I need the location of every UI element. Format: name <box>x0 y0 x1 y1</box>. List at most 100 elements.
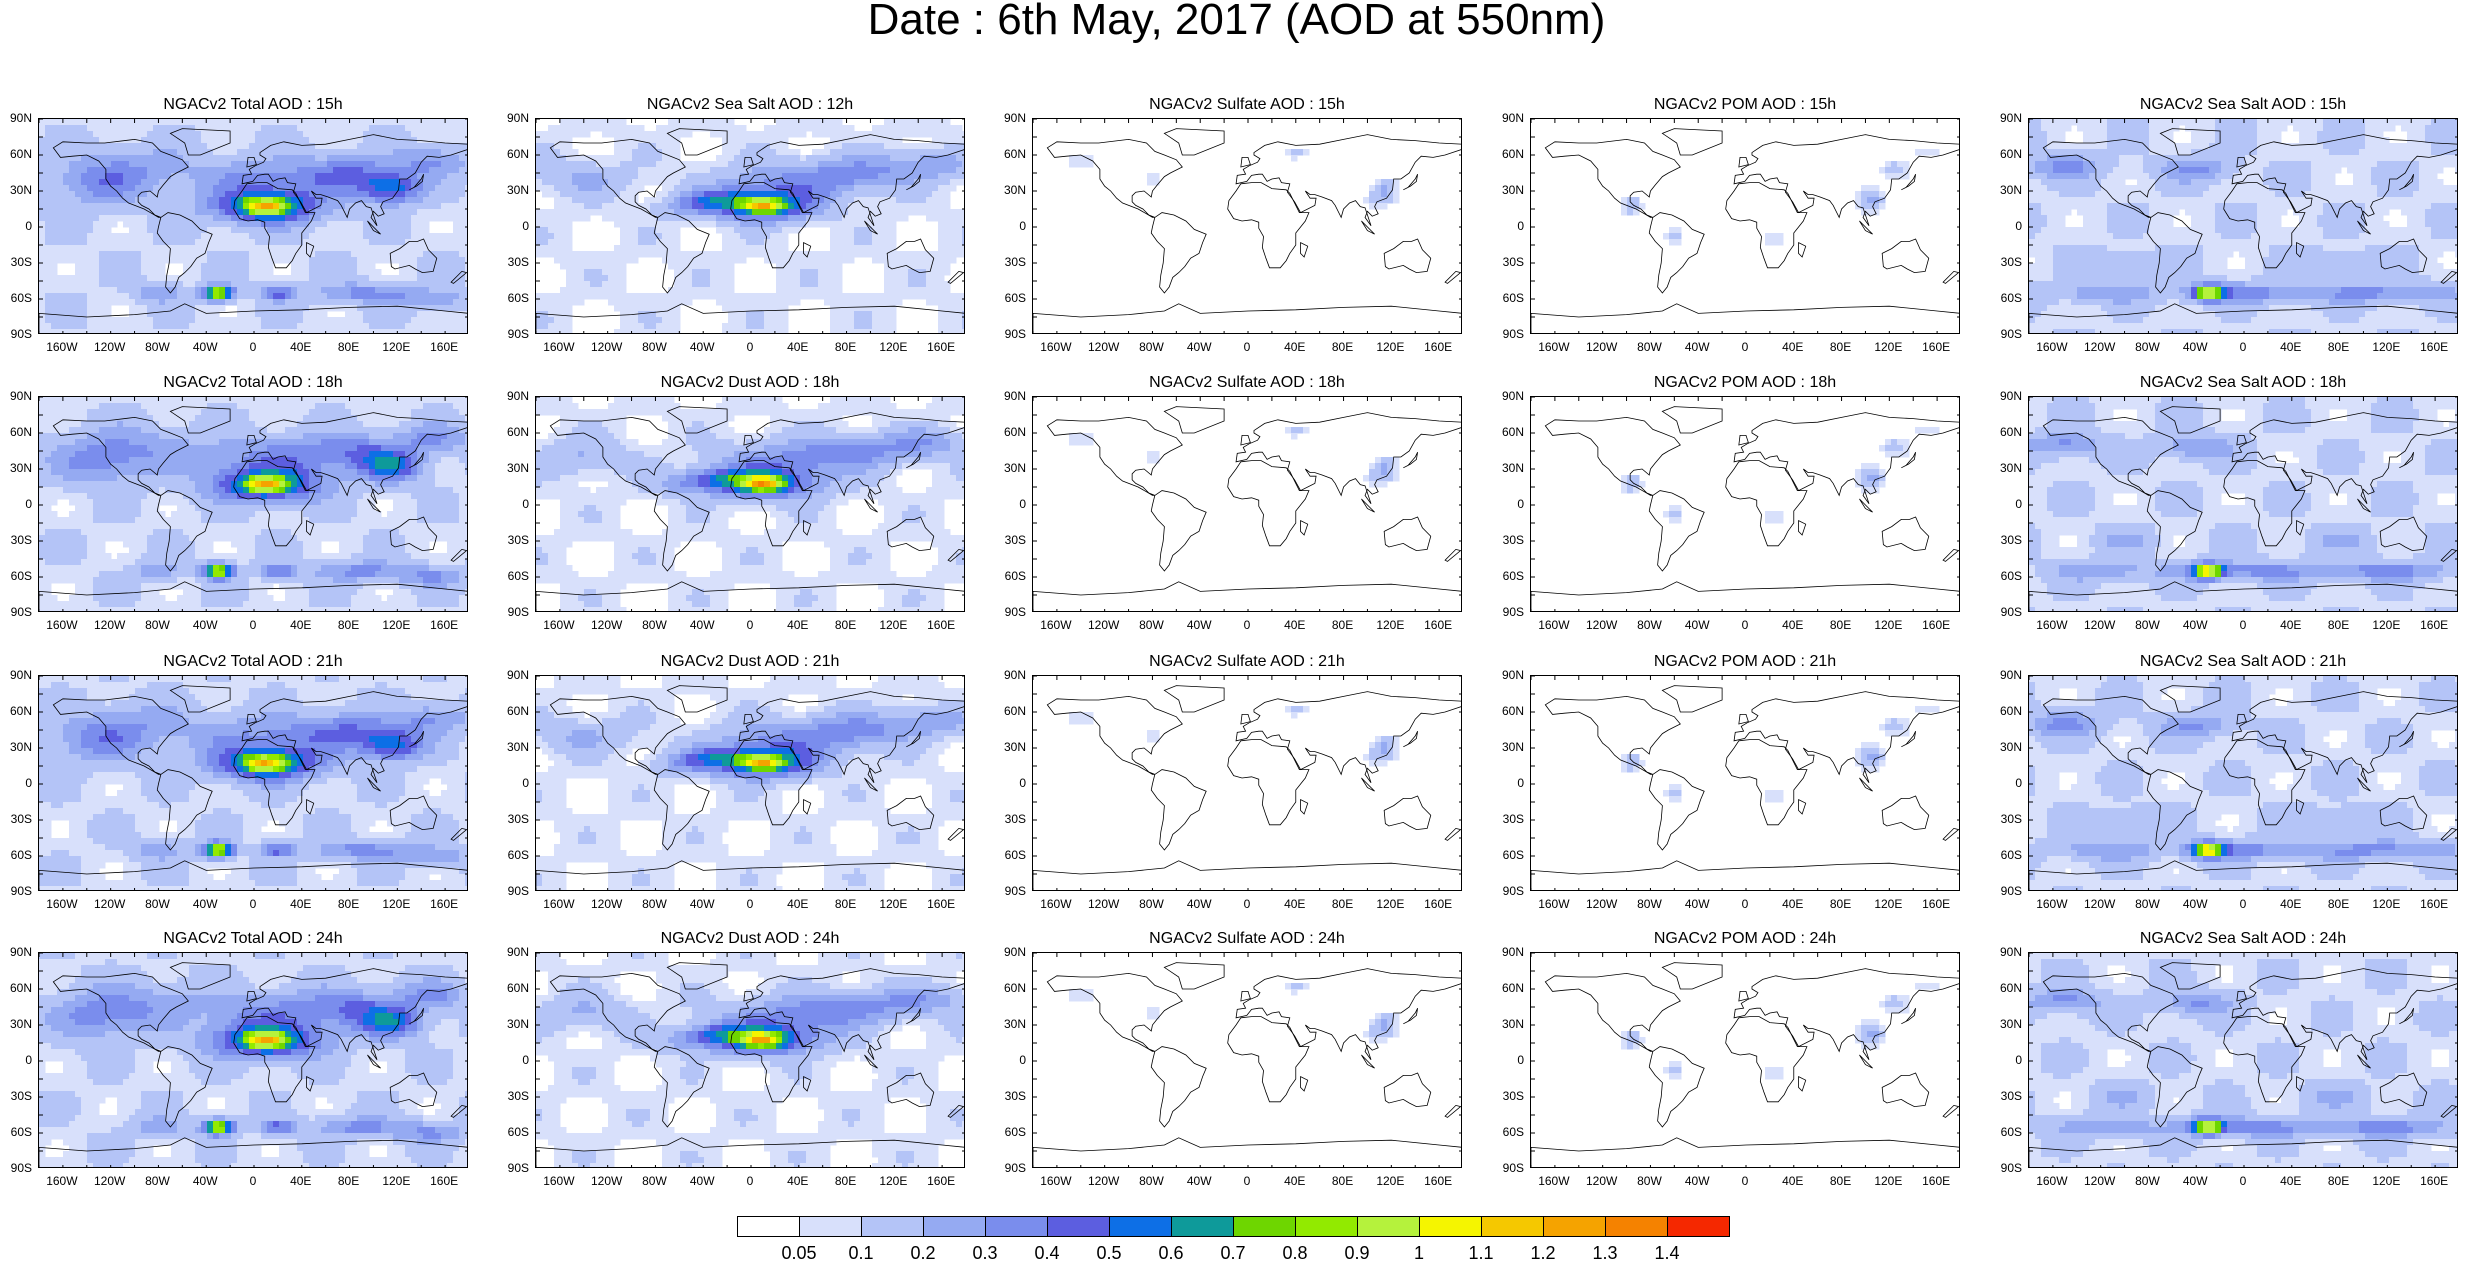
lon-tick-label: 120E <box>873 618 913 632</box>
lat-tick-label: 60N <box>1494 705 1524 717</box>
coastlines <box>1531 407 1960 612</box>
aod-field <box>536 953 965 1168</box>
lat-tick-label: 30N <box>499 462 529 474</box>
lon-tick-label: 80W <box>2127 1174 2167 1188</box>
aod-map <box>2029 397 2458 612</box>
lon-tick-label: 120W <box>1582 618 1622 632</box>
lon-tick-label: 0 <box>1227 1174 1267 1188</box>
lat-tick-label: 60S <box>2 570 32 582</box>
lon-tick-label: 40W <box>1179 340 1219 354</box>
lon-tick-label: 160E <box>2414 340 2454 354</box>
map-frame <box>2028 675 2458 891</box>
lon-tick-label: 120W <box>1084 1174 1124 1188</box>
lon-tick-label: 80W <box>137 1174 177 1188</box>
lat-tick-label: 60S <box>2 1126 32 1138</box>
lat-tick-label: 30S <box>1992 534 2022 546</box>
lon-tick-label: 40W <box>1179 1174 1219 1188</box>
map-frame <box>1032 952 1462 1168</box>
map-frame <box>38 118 468 334</box>
lon-tick-label: 80W <box>1131 340 1171 354</box>
lat-tick-label: 90N <box>2 946 32 958</box>
lon-tick-label: 80E <box>826 897 866 911</box>
lon-tick-label: 120E <box>1868 897 1908 911</box>
lat-tick-label: 60S <box>996 1126 1026 1138</box>
axis-ticks <box>1531 953 1960 1168</box>
lat-tick-label: 60N <box>499 982 529 994</box>
lon-tick-label: 120W <box>2080 1174 2120 1188</box>
panel-title: NGACv2 Sea Salt AOD : 15h <box>2028 96 2458 114</box>
lon-tick-label: 120W <box>587 1174 627 1188</box>
colorbar-label: 0.8 <box>1275 1243 1315 1264</box>
lat-tick-label: 30S <box>1494 1090 1524 1102</box>
lat-tick-label: 30S <box>1494 256 1524 268</box>
lat-tick-label: 90N <box>499 112 529 124</box>
aod-map <box>536 397 965 612</box>
aod-map <box>39 953 468 1168</box>
axis-ticks <box>1531 397 1960 612</box>
lat-tick-label: 90S <box>1494 885 1524 897</box>
lat-tick-label: 60N <box>996 426 1026 438</box>
lat-tick-label: 90S <box>1494 1162 1524 1174</box>
lat-tick-label: 60N <box>996 148 1026 160</box>
lon-tick-label: 40E <box>2271 618 2311 632</box>
lon-tick-label: 80W <box>634 1174 674 1188</box>
axis-ticks <box>1033 953 1462 1168</box>
lon-tick-label: 40E <box>281 1174 321 1188</box>
lon-tick-label: 0 <box>1227 340 1267 354</box>
lon-tick-label: 0 <box>1725 1174 1765 1188</box>
lon-tick-label: 80E <box>1821 618 1861 632</box>
lon-tick-label: 80E <box>826 1174 866 1188</box>
colorbar-swatch <box>1109 1216 1172 1237</box>
lon-tick-label: 160W <box>1534 340 1574 354</box>
lon-tick-label: 160W <box>2032 897 2072 911</box>
lon-tick-label: 120E <box>2366 618 2406 632</box>
map-frame <box>1530 118 1960 334</box>
lon-tick-label: 80E <box>2319 897 2359 911</box>
lat-tick-label: 30N <box>1992 462 2022 474</box>
lon-tick-label: 160W <box>1036 340 1076 354</box>
colorbar-swatch <box>861 1216 924 1237</box>
lat-tick-label: 90N <box>996 390 1026 402</box>
lat-tick-label: 30S <box>499 813 529 825</box>
lat-tick-label: 90N <box>2 112 32 124</box>
lat-tick-label: 60N <box>1992 426 2022 438</box>
lon-tick-label: 80E <box>329 618 369 632</box>
lon-tick-label: 80E <box>1323 1174 1363 1188</box>
lon-tick-label: 0 <box>233 897 273 911</box>
lat-tick-label: 90N <box>1992 390 2022 402</box>
aod-map <box>1033 676 1462 891</box>
lon-tick-label: 120W <box>587 340 627 354</box>
map-frame <box>1032 118 1462 334</box>
lon-tick-label: 40W <box>1179 897 1219 911</box>
lon-tick-label: 80E <box>329 1174 369 1188</box>
lon-tick-label: 40E <box>778 1174 818 1188</box>
lon-tick-label: 0 <box>233 340 273 354</box>
lon-tick-label: 0 <box>730 897 770 911</box>
lon-tick-label: 160W <box>539 340 579 354</box>
colorbar-swatch <box>985 1216 1048 1237</box>
lat-tick-label: 0 <box>1494 777 1524 789</box>
aod-map <box>39 119 468 334</box>
lon-tick-label: 120W <box>2080 897 2120 911</box>
lat-tick-label: 0 <box>2 498 32 510</box>
lon-tick-label: 0 <box>1725 340 1765 354</box>
colorbar-swatch <box>1233 1216 1296 1237</box>
lat-tick-label: 90N <box>499 669 529 681</box>
axis-ticks <box>1033 119 1462 334</box>
panel-title: NGACv2 Sulfate AOD : 15h <box>1032 96 1462 114</box>
lat-tick-label: 30S <box>1494 534 1524 546</box>
lat-tick-label: 0 <box>996 1054 1026 1066</box>
lon-tick-label: 40W <box>682 897 722 911</box>
lon-tick-label: 160W <box>1534 897 1574 911</box>
lon-tick-label: 120W <box>90 618 130 632</box>
lat-tick-label: 30S <box>996 534 1026 546</box>
lon-tick-label: 40W <box>185 340 225 354</box>
map-frame <box>535 952 965 1168</box>
aod-field <box>1621 149 1940 246</box>
lon-tick-label: 0 <box>2223 1174 2263 1188</box>
lat-tick-label: 90S <box>1992 1162 2022 1174</box>
lon-tick-label: 0 <box>1227 618 1267 632</box>
lat-tick-label: 60N <box>1992 148 2022 160</box>
